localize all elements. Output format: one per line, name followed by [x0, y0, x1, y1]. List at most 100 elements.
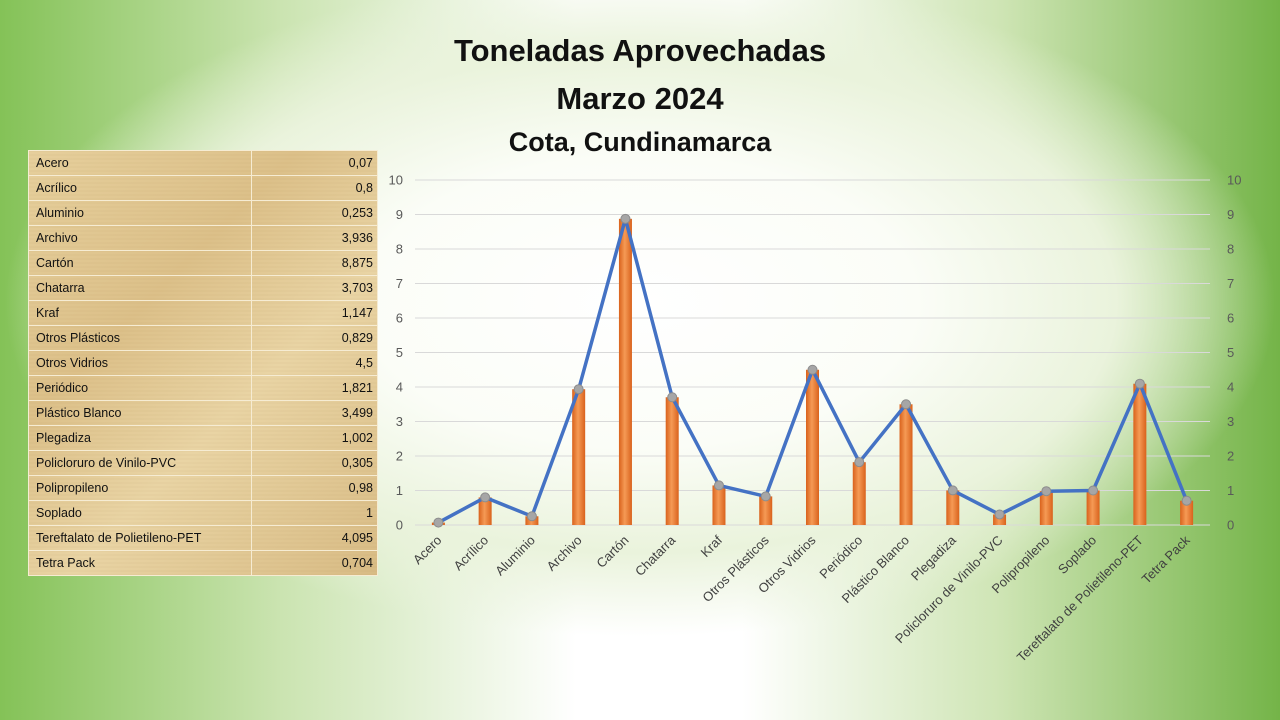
line-marker: [947, 485, 958, 496]
table-row: Plegadiza 1,002: [28, 425, 378, 451]
y-axis-left: 0 1 2 3 4 5 6 7 8 9 10: [389, 173, 403, 533]
table-row: Archivo 3,936: [28, 225, 378, 251]
y-tick-label-right: 6: [1227, 311, 1234, 326]
x-tick-label: Acrílico: [451, 533, 492, 574]
bar-series: [431, 218, 1194, 525]
table-row: Chatarra 3,703: [28, 275, 378, 301]
data-table: Acero 0,07 Acrílico 0,8 Aluminio 0,253 Archivo…: [28, 150, 378, 576]
y-tick-label-left: 2: [396, 449, 403, 464]
y-tick-label-left: 3: [396, 414, 403, 429]
table-cell-material: Chatarra: [28, 275, 252, 301]
x-axis-categories: Acero Acrílico Aluminio Archivo Cartón Chatar…: [410, 532, 1193, 665]
line-markers: [433, 213, 1192, 528]
line-marker: [480, 492, 491, 503]
table-cell-tonnes: 3,703: [251, 275, 378, 301]
table-cell-material: Policloruro de Vinilo-PVC: [28, 450, 252, 476]
y-tick-label-right: 5: [1227, 345, 1234, 360]
line-marker: [573, 384, 584, 395]
bar: [1039, 491, 1053, 525]
bar: [1133, 383, 1147, 525]
y-tick-label-left: 6: [396, 311, 403, 326]
line-marker: [1041, 486, 1052, 497]
table-row: Aluminio 0,253: [28, 200, 378, 226]
y-tick-label-right: 3: [1227, 414, 1234, 429]
bar: [759, 496, 773, 525]
y-tick-label-left: 0: [396, 518, 403, 533]
bar: [618, 218, 632, 525]
table-cell-material: Tetra Pack: [28, 550, 252, 576]
chart-subtitle: Cota, Cundinamarca: [508, 127, 772, 157]
line-marker: [760, 491, 771, 502]
y-tick-label-right: 10: [1227, 173, 1241, 188]
line-marker: [526, 511, 537, 522]
table-row: Plástico Blanco 3,499: [28, 400, 378, 426]
x-tick-label: Kraf: [698, 532, 726, 560]
x-tick-label: Archivo: [544, 533, 585, 574]
y-tick-label-right: 9: [1227, 207, 1234, 222]
line-marker: [854, 457, 865, 468]
table-cell-material: Soplado: [28, 500, 252, 526]
table-cell-tonnes: 3,936: [251, 225, 378, 251]
table-cell-tonnes: 0,253: [251, 200, 378, 226]
x-tick-label: Tetra Pack: [1139, 532, 1193, 586]
bar: [572, 389, 586, 525]
table-cell-material: Archivo: [28, 225, 252, 251]
line-marker: [713, 480, 724, 491]
bar: [665, 397, 679, 525]
x-tick-label: Soplado: [1055, 533, 1099, 577]
table-cell-material: Periódico: [28, 375, 252, 401]
y-axis-right: 0 1 2 3 4 5 6 7 8 9 10: [1227, 173, 1241, 533]
line-marker: [433, 517, 444, 528]
bar: [1180, 500, 1194, 525]
bar: [852, 462, 866, 525]
bar: [712, 485, 726, 525]
table-row: Soplado 1: [28, 500, 378, 526]
x-tick-label: Acero: [410, 533, 445, 568]
line-marker: [1088, 485, 1099, 496]
bar: [946, 490, 960, 525]
y-tick-label-left: 8: [396, 242, 403, 257]
bar: [899, 404, 913, 525]
x-tick-label: Periódico: [816, 533, 865, 582]
table-cell-tonnes: 0,8: [251, 175, 378, 201]
y-tick-label-right: 2: [1227, 449, 1234, 464]
table-cell-material: Cartón: [28, 250, 252, 276]
table-cell-material: Kraf: [28, 300, 252, 326]
y-tick-label-left: 4: [396, 380, 403, 395]
table-cell-tonnes: 0,704: [251, 550, 378, 576]
line-marker: [994, 509, 1005, 520]
table-cell-material: Aluminio: [28, 200, 252, 226]
table-cell-tonnes: 3,499: [251, 400, 378, 426]
line-marker: [1181, 495, 1192, 506]
bar: [1086, 490, 1100, 525]
table-row: Policloruro de Vinilo-PVC 0,305: [28, 450, 378, 476]
y-tick-label-left: 10: [389, 173, 403, 188]
table-row: Cartón 8,875: [28, 250, 378, 276]
table-cell-tonnes: 4,5: [251, 350, 378, 376]
x-tick-label: Chatarra: [632, 532, 679, 579]
bar: [806, 369, 819, 525]
y-tick-label-left: 9: [396, 207, 403, 222]
table-row: Polipropileno 0,98: [28, 475, 378, 501]
line-marker: [1134, 378, 1145, 389]
table-cell-tonnes: 8,875: [251, 250, 378, 276]
y-tick-label-left: 5: [396, 345, 403, 360]
table-row: Otros Plásticos 0,829: [28, 325, 378, 351]
table-cell-tonnes: 0,07: [251, 150, 378, 176]
table-cell-tonnes: 0,98: [251, 475, 378, 501]
table-row: Acrílico 0,8: [28, 175, 378, 201]
table-cell-tonnes: 1: [251, 500, 378, 526]
bar: [993, 514, 1007, 525]
table-cell-tonnes: 1,002: [251, 425, 378, 451]
table-row: Periódico 1,821: [28, 375, 378, 401]
chart-title-line-2: Marzo 2024: [556, 81, 724, 116]
y-tick-label-right: 1: [1227, 483, 1234, 498]
bar: [478, 497, 492, 525]
line-marker: [901, 399, 912, 410]
y-tick-label-left: 7: [396, 276, 403, 291]
line-marker: [620, 213, 631, 224]
table-cell-tonnes: 0,305: [251, 450, 378, 476]
table-row: Tetra Pack 0,704: [28, 550, 378, 576]
table-cell-material: Plegadiza: [28, 425, 252, 451]
